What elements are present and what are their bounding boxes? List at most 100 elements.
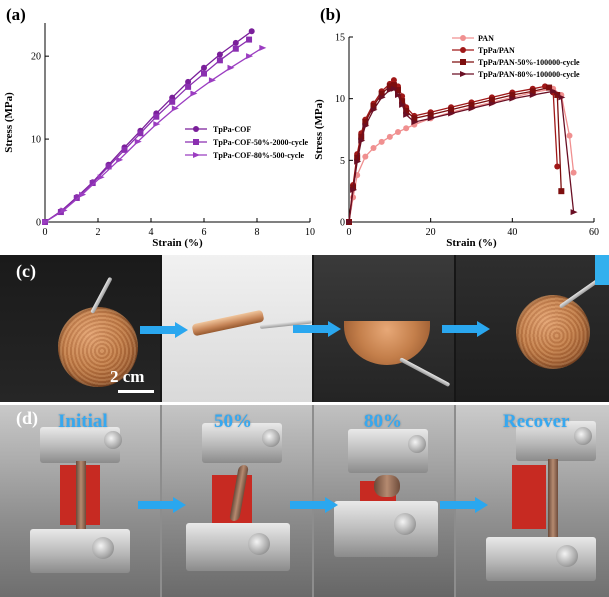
data-point-series-2 bbox=[386, 83, 393, 90]
charts-area: (a) 0 2 4 6 8 10 0 10 20 Strain (%) Stress (MPa) TpP… bbox=[3, 5, 599, 249]
data-point-series-3 bbox=[570, 209, 578, 216]
data-point-series-3 bbox=[550, 88, 558, 95]
data-point-series-0 bbox=[216, 51, 223, 58]
y-tick-label: 20 bbox=[31, 52, 41, 63]
data-point-series-2 bbox=[546, 84, 553, 91]
data-point-series-2 bbox=[153, 121, 161, 128]
specimen bbox=[76, 461, 86, 531]
x-tick-label: 10 bbox=[305, 227, 315, 238]
data-point-series-0 bbox=[370, 145, 377, 151]
data-point-series-1 bbox=[216, 57, 223, 64]
blue-glove bbox=[595, 255, 609, 285]
series-line-2 bbox=[348, 84, 562, 223]
data-point-series-0 bbox=[386, 133, 393, 140]
series-line-3 bbox=[348, 88, 575, 223]
data-point-series-2 bbox=[395, 87, 401, 94]
data-point-series-0 bbox=[403, 125, 410, 132]
y-axis-title: Stress (MPa) bbox=[3, 92, 15, 153]
coin-full bbox=[58, 307, 138, 387]
x-tick-label: 0 bbox=[43, 227, 48, 238]
legend-entry: TpPa-COF-80%-500-cycle bbox=[213, 151, 305, 160]
photo-panel-d: (d) Initial 50% 80% Recover bbox=[0, 405, 609, 597]
legend-entry: TpPa/PAN-50%-100000-cycle bbox=[478, 58, 580, 67]
data-point-series-2 bbox=[427, 111, 434, 118]
series-line-0 bbox=[348, 88, 575, 223]
data-point-series-0 bbox=[570, 169, 577, 176]
data-point-series-0 bbox=[395, 128, 401, 135]
data-point-series-2 bbox=[134, 138, 142, 145]
data-point-series-2 bbox=[208, 77, 216, 84]
photo-d-frame-1 bbox=[0, 405, 160, 597]
data-point-series-1 bbox=[554, 163, 561, 170]
data-point-series-2 bbox=[259, 44, 267, 51]
legend-marker bbox=[193, 126, 199, 132]
arrow-right-icon bbox=[440, 497, 488, 513]
data-point-series-1 bbox=[246, 36, 253, 43]
photo-d-frame-4 bbox=[456, 405, 609, 597]
data-point-series-2 bbox=[354, 154, 361, 161]
panel-label: (a) bbox=[6, 5, 26, 24]
frame-label-80: 80% bbox=[364, 411, 402, 432]
bolt bbox=[248, 533, 270, 555]
legend-marker bbox=[193, 152, 200, 158]
bolt bbox=[262, 429, 280, 447]
bolt bbox=[408, 435, 426, 453]
y-tick-label: 10 bbox=[335, 94, 345, 105]
data-point-series-2 bbox=[362, 119, 369, 126]
bolt bbox=[394, 513, 416, 535]
bolt bbox=[574, 427, 592, 445]
panel-c-label: (c) bbox=[16, 261, 36, 281]
y-axis-title: Stress (MPa) bbox=[313, 99, 325, 160]
scale-bar-label: 2 cm bbox=[110, 367, 145, 386]
x-tick-label: 40 bbox=[507, 227, 517, 238]
legend-entry: TpPa-COF bbox=[213, 125, 251, 134]
data-point-series-3 bbox=[350, 186, 358, 193]
data-point-series-3 bbox=[346, 219, 353, 225]
panel-d-label: (d) bbox=[16, 408, 38, 428]
frame-label-recover: Recover bbox=[503, 411, 570, 432]
data-point-series-2 bbox=[468, 101, 475, 108]
data-point-series-2 bbox=[60, 207, 68, 214]
photo-c-frame-1 bbox=[0, 255, 160, 402]
data-point-series-1 bbox=[169, 98, 176, 105]
data-point-series-2 bbox=[227, 64, 235, 71]
data-point-series-1 bbox=[153, 113, 160, 120]
data-point-series-3 bbox=[403, 111, 411, 118]
arrow-right-icon bbox=[442, 321, 490, 337]
legend-entry: TpPa/PAN-80%-100000-cycle bbox=[478, 70, 580, 79]
data-point-series-3 bbox=[370, 106, 378, 113]
chart-a: (a) 0 2 4 6 8 10 0 10 20 Strain (%) Stress (MPa) TpP… bbox=[3, 5, 315, 249]
data-point-series-1 bbox=[137, 130, 144, 137]
arrow-right-icon bbox=[140, 322, 188, 338]
x-tick-label: 0 bbox=[347, 227, 352, 238]
data-point-series-2 bbox=[399, 98, 406, 105]
specimen-folded bbox=[374, 475, 400, 497]
data-point-series-2 bbox=[448, 106, 455, 113]
x-tick-label: 60 bbox=[589, 227, 599, 238]
data-point-series-3 bbox=[354, 158, 362, 165]
lower-clamp bbox=[486, 537, 596, 581]
bolt bbox=[92, 537, 114, 559]
legend-entry: TpPa-COF-50%-2000-cycle bbox=[213, 138, 309, 147]
data-point-series-3 bbox=[509, 95, 517, 102]
data-point-series-2 bbox=[411, 115, 418, 122]
lower-clamp bbox=[186, 523, 290, 571]
x-axis-title: Strain (%) bbox=[446, 237, 497, 249]
specimen bbox=[548, 459, 558, 539]
legend-marker bbox=[460, 47, 466, 53]
photo-d-frame-2 bbox=[162, 405, 312, 597]
data-point-series-1 bbox=[121, 146, 128, 153]
x-tick-label: 6 bbox=[202, 227, 207, 238]
data-point-series-2 bbox=[171, 105, 179, 112]
data-point-series-0 bbox=[248, 28, 255, 35]
data-point-series-2 bbox=[42, 219, 49, 225]
y-tick-label: 15 bbox=[335, 33, 345, 44]
data-point-series-3 bbox=[468, 105, 476, 112]
y-tick-label: 5 bbox=[340, 156, 345, 167]
data-point-series-3 bbox=[488, 100, 496, 107]
arrow-right-icon bbox=[290, 497, 338, 513]
data-point-series-3 bbox=[358, 137, 366, 144]
data-point-series-0 bbox=[185, 78, 192, 85]
data-point-series-3 bbox=[529, 91, 537, 98]
y-tick-label: 0 bbox=[340, 218, 345, 229]
